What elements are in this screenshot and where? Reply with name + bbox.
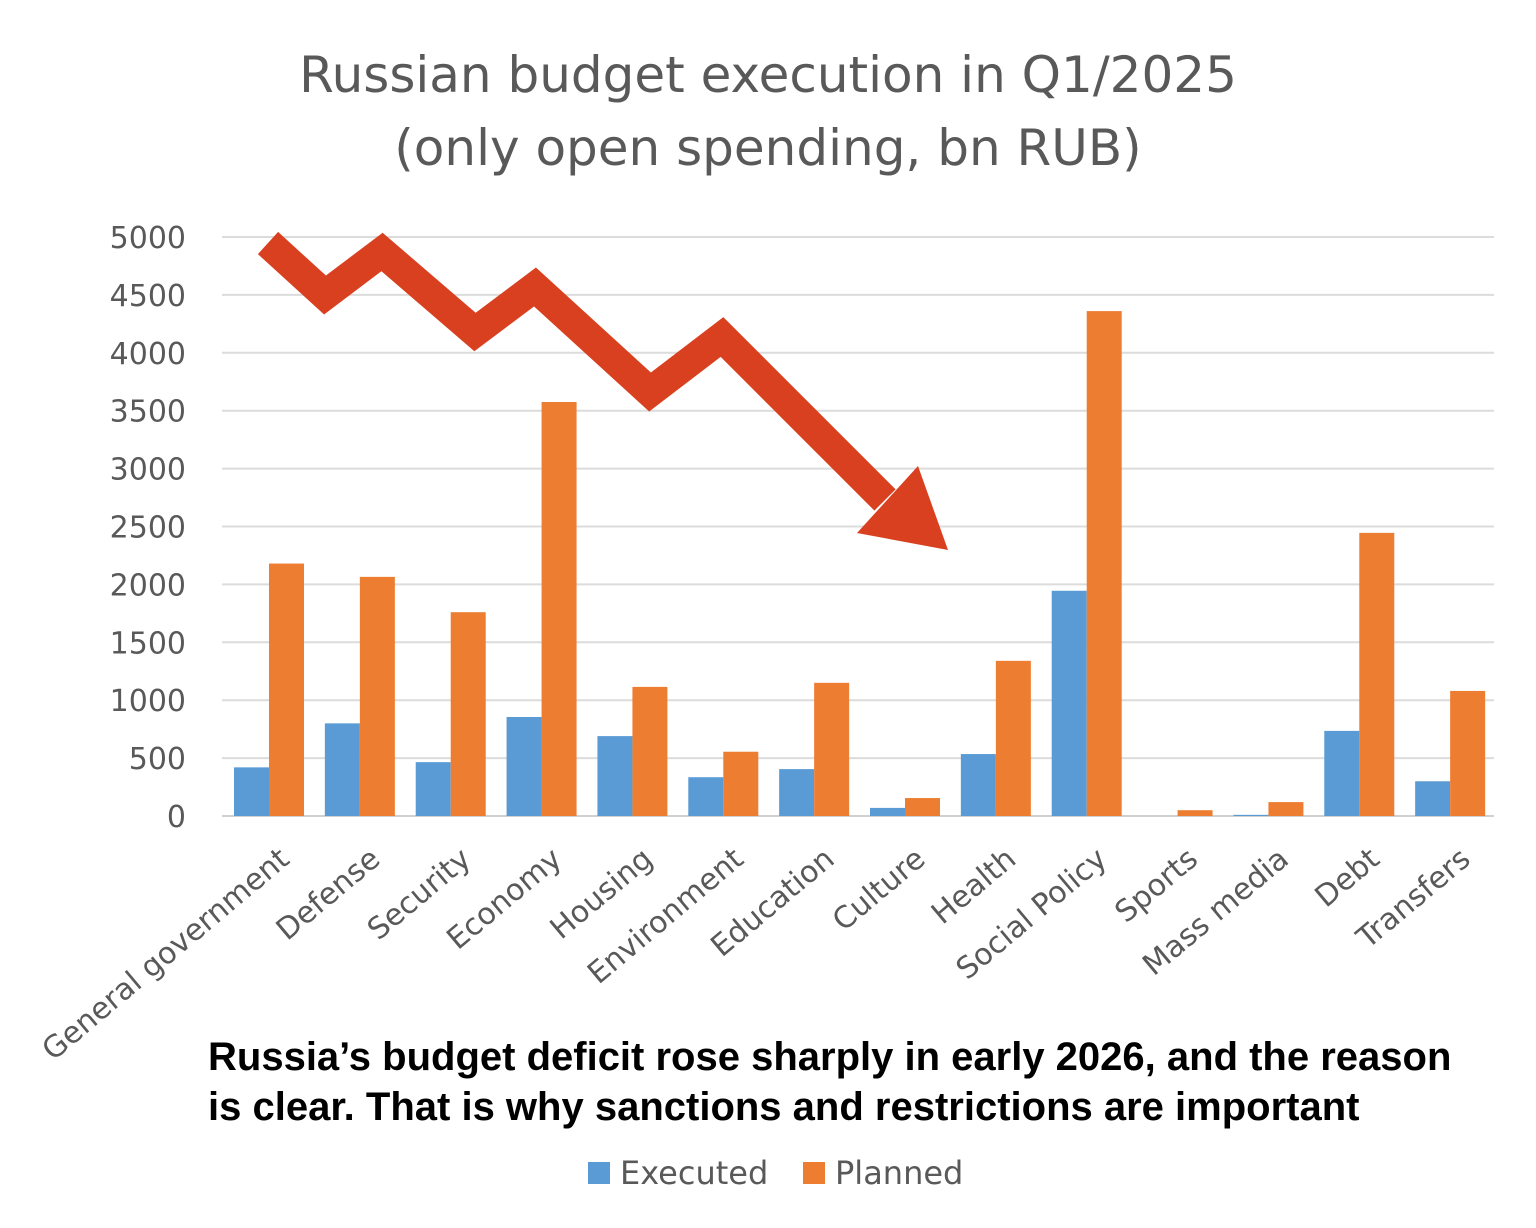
y-tick-label: 3000 (110, 453, 186, 488)
bar-planned-general-government (269, 563, 304, 816)
y-tick-label: 4500 (110, 279, 186, 314)
bar-executed-culture (870, 807, 905, 816)
y-tick-label: 1500 (110, 626, 186, 661)
y-tick-label: 0 (167, 800, 186, 835)
x-tick-label: Debt (1308, 841, 1386, 914)
bar-executed-economy (506, 716, 542, 816)
bar-planned-housing (632, 686, 668, 816)
bar-executed-debt (1324, 730, 1360, 816)
y-tick-label: 1000 (110, 684, 186, 719)
y-tick-label: 3500 (110, 395, 186, 430)
x-tick-label: Environment (581, 841, 750, 991)
bar-executed-security (415, 762, 451, 816)
legend-label: Planned (835, 1154, 963, 1192)
bar-executed-social-policy (1051, 590, 1087, 816)
bar-planned-mass-media (1268, 802, 1304, 816)
bar-planned-economy (541, 402, 577, 816)
bar-planned-education (814, 682, 850, 816)
caption-text: Russia’s budget deficit rose sharply in … (208, 1035, 1452, 1129)
bar-executed-defense (324, 723, 360, 816)
bar-executed-mass-media (1233, 814, 1269, 816)
bar-executed-health (960, 754, 996, 816)
bar-planned-sports (1177, 810, 1213, 816)
bar-planned-defense (359, 576, 395, 816)
y-tick-label: 500 (129, 742, 186, 777)
bar-executed-transfers (1415, 781, 1451, 816)
bar-planned-environment (723, 751, 759, 816)
arrow-head (857, 466, 948, 550)
bar-planned-security (450, 612, 486, 816)
bar-planned-debt (1359, 532, 1395, 816)
bar-planned-health (995, 660, 1031, 816)
arrow-shaft (257, 231, 896, 511)
y-tick-label: 4000 (110, 337, 186, 372)
bar-planned-social-policy (1086, 311, 1122, 816)
y-tick-label: 5000 (110, 221, 186, 256)
legend-swatch (588, 1162, 610, 1184)
bar-planned-culture (905, 798, 940, 816)
chart-subtitle: (only open spending, bn RUB) (394, 119, 1141, 177)
bar-executed-education (779, 769, 815, 816)
legend-swatch (803, 1162, 825, 1184)
bar-executed-housing (597, 736, 633, 816)
y-tick-label: 2500 (110, 511, 186, 546)
x-tick-label: Culture (826, 841, 932, 938)
downward-trend-arrow (257, 231, 948, 550)
y-tick-label: 2000 (110, 568, 186, 603)
bar-executed-environment (688, 777, 724, 816)
chart-title: Russian budget execution in Q1/2025 (299, 46, 1237, 104)
bar-executed-general-government (234, 767, 269, 816)
bar-planned-transfers (1450, 690, 1486, 816)
legend: Executed Planned (588, 1154, 963, 1192)
legend-label: Executed (620, 1154, 768, 1192)
